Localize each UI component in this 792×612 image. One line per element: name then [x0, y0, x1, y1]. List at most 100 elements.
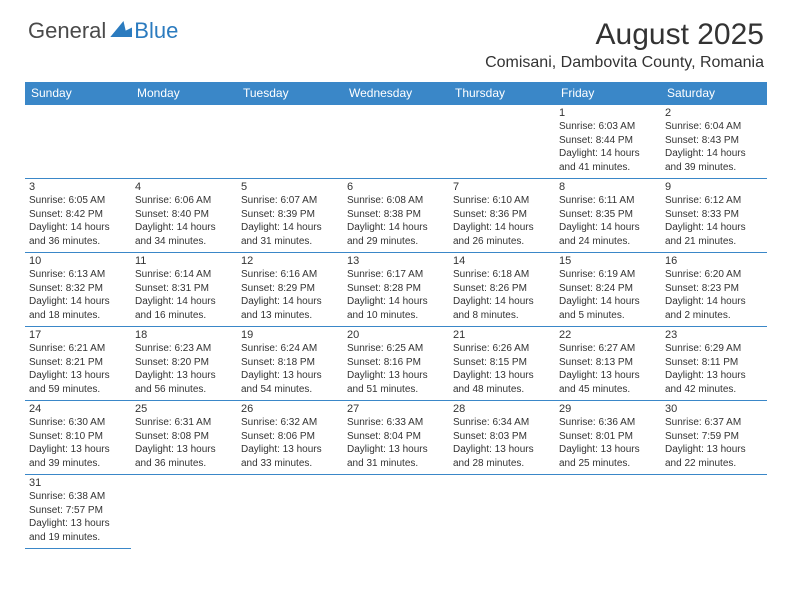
day-sunset: Sunset: 8:43 PM: [665, 134, 763, 148]
location-text: Comisani, Dambovita County, Romania: [485, 54, 764, 72]
day-sunrise: Sunrise: 6:30 AM: [29, 416, 127, 430]
day-sunset: Sunset: 8:08 PM: [135, 430, 233, 444]
brand-logo: General Blue: [28, 18, 178, 44]
calendar-day-cell: 2Sunrise: 6:04 AMSunset: 8:43 PMDaylight…: [661, 105, 767, 179]
page-header: General Blue August 2025 Comisani, Dambo…: [0, 0, 792, 76]
day-number: 7: [453, 181, 551, 193]
day-sunset: Sunset: 8:32 PM: [29, 282, 127, 296]
day-daylight: Daylight: 14 hours and 41 minutes.: [559, 147, 657, 174]
day-sunset: Sunset: 8:40 PM: [135, 208, 233, 222]
calendar-empty-cell: [343, 105, 449, 179]
day-sunset: Sunset: 8:26 PM: [453, 282, 551, 296]
flag-icon: [110, 21, 132, 37]
day-sunrise: Sunrise: 6:03 AM: [559, 120, 657, 134]
day-daylight: Daylight: 14 hours and 36 minutes.: [29, 221, 127, 248]
day-number: 25: [135, 403, 233, 415]
day-sunset: Sunset: 8:04 PM: [347, 430, 445, 444]
day-sunset: Sunset: 8:29 PM: [241, 282, 339, 296]
day-sunset: Sunset: 8:23 PM: [665, 282, 763, 296]
calendar-empty-cell: [449, 105, 555, 179]
calendar-day-cell: 28Sunrise: 6:34 AMSunset: 8:03 PMDayligh…: [449, 401, 555, 475]
day-sunrise: Sunrise: 6:12 AM: [665, 194, 763, 208]
day-number: 9: [665, 181, 763, 193]
calendar-day-cell: 4Sunrise: 6:06 AMSunset: 8:40 PMDaylight…: [131, 179, 237, 253]
calendar-empty-cell: [131, 105, 237, 179]
day-daylight: Daylight: 14 hours and 21 minutes.: [665, 221, 763, 248]
day-daylight: Daylight: 13 hours and 42 minutes.: [665, 369, 763, 396]
day-daylight: Daylight: 13 hours and 31 minutes.: [347, 443, 445, 470]
day-number: 21: [453, 329, 551, 341]
day-number: 19: [241, 329, 339, 341]
day-daylight: Daylight: 13 hours and 56 minutes.: [135, 369, 233, 396]
calendar-day-cell: 11Sunrise: 6:14 AMSunset: 8:31 PMDayligh…: [131, 253, 237, 327]
day-number: 28: [453, 403, 551, 415]
day-number: 14: [453, 255, 551, 267]
calendar-day-cell: 17Sunrise: 6:21 AMSunset: 8:21 PMDayligh…: [25, 327, 131, 401]
calendar-day-cell: 3Sunrise: 6:05 AMSunset: 8:42 PMDaylight…: [25, 179, 131, 253]
day-sunset: Sunset: 8:20 PM: [135, 356, 233, 370]
day-sunset: Sunset: 8:15 PM: [453, 356, 551, 370]
day-sunrise: Sunrise: 6:16 AM: [241, 268, 339, 282]
day-sunset: Sunset: 8:16 PM: [347, 356, 445, 370]
calendar-day-cell: 30Sunrise: 6:37 AMSunset: 7:59 PMDayligh…: [661, 401, 767, 475]
calendar-empty-cell: [343, 475, 449, 549]
day-number: 15: [559, 255, 657, 267]
calendar-day-cell: 8Sunrise: 6:11 AMSunset: 8:35 PMDaylight…: [555, 179, 661, 253]
calendar-day-cell: 6Sunrise: 6:08 AMSunset: 8:38 PMDaylight…: [343, 179, 449, 253]
day-sunset: Sunset: 8:42 PM: [29, 208, 127, 222]
calendar-day-cell: 10Sunrise: 6:13 AMSunset: 8:32 PMDayligh…: [25, 253, 131, 327]
calendar-day-cell: 7Sunrise: 6:10 AMSunset: 8:36 PMDaylight…: [449, 179, 555, 253]
day-daylight: Daylight: 14 hours and 34 minutes.: [135, 221, 233, 248]
day-sunrise: Sunrise: 6:14 AM: [135, 268, 233, 282]
day-daylight: Daylight: 13 hours and 48 minutes.: [453, 369, 551, 396]
day-number: 26: [241, 403, 339, 415]
title-block: August 2025 Comisani, Dambovita County, …: [485, 18, 764, 72]
calendar-day-cell: 16Sunrise: 6:20 AMSunset: 8:23 PMDayligh…: [661, 253, 767, 327]
day-daylight: Daylight: 14 hours and 8 minutes.: [453, 295, 551, 322]
calendar-day-cell: 21Sunrise: 6:26 AMSunset: 8:15 PMDayligh…: [449, 327, 555, 401]
day-sunset: Sunset: 8:01 PM: [559, 430, 657, 444]
calendar-day-cell: 5Sunrise: 6:07 AMSunset: 8:39 PMDaylight…: [237, 179, 343, 253]
day-daylight: Daylight: 13 hours and 39 minutes.: [29, 443, 127, 470]
day-sunset: Sunset: 8:44 PM: [559, 134, 657, 148]
day-daylight: Daylight: 14 hours and 13 minutes.: [241, 295, 339, 322]
brand-text-blue: Blue: [134, 18, 178, 44]
day-sunrise: Sunrise: 6:13 AM: [29, 268, 127, 282]
day-sunrise: Sunrise: 6:04 AM: [665, 120, 763, 134]
day-number: 3: [29, 181, 127, 193]
calendar-empty-cell: [131, 475, 237, 549]
day-sunrise: Sunrise: 6:34 AM: [453, 416, 551, 430]
day-sunset: Sunset: 8:35 PM: [559, 208, 657, 222]
day-sunrise: Sunrise: 6:29 AM: [665, 342, 763, 356]
day-number: 24: [29, 403, 127, 415]
day-sunset: Sunset: 8:03 PM: [453, 430, 551, 444]
day-sunrise: Sunrise: 6:05 AM: [29, 194, 127, 208]
calendar-day-cell: 22Sunrise: 6:27 AMSunset: 8:13 PMDayligh…: [555, 327, 661, 401]
day-daylight: Daylight: 14 hours and 16 minutes.: [135, 295, 233, 322]
brand-text-general: General: [28, 18, 106, 44]
calendar-week-row: 17Sunrise: 6:21 AMSunset: 8:21 PMDayligh…: [25, 327, 767, 401]
day-sunset: Sunset: 8:31 PM: [135, 282, 233, 296]
calendar-day-cell: 20Sunrise: 6:25 AMSunset: 8:16 PMDayligh…: [343, 327, 449, 401]
day-sunset: Sunset: 8:33 PM: [665, 208, 763, 222]
day-sunset: Sunset: 8:18 PM: [241, 356, 339, 370]
day-number: 17: [29, 329, 127, 341]
day-sunrise: Sunrise: 6:23 AM: [135, 342, 233, 356]
calendar-week-row: 24Sunrise: 6:30 AMSunset: 8:10 PMDayligh…: [25, 401, 767, 475]
day-sunrise: Sunrise: 6:21 AM: [29, 342, 127, 356]
calendar-day-cell: 9Sunrise: 6:12 AMSunset: 8:33 PMDaylight…: [661, 179, 767, 253]
calendar-day-cell: 27Sunrise: 6:33 AMSunset: 8:04 PMDayligh…: [343, 401, 449, 475]
day-header: Friday: [555, 82, 661, 105]
day-number: 31: [29, 477, 127, 489]
day-sunrise: Sunrise: 6:07 AM: [241, 194, 339, 208]
day-sunrise: Sunrise: 6:06 AM: [135, 194, 233, 208]
day-daylight: Daylight: 13 hours and 28 minutes.: [453, 443, 551, 470]
day-header: Sunday: [25, 82, 131, 105]
day-daylight: Daylight: 13 hours and 45 minutes.: [559, 369, 657, 396]
calendar-week-row: 1Sunrise: 6:03 AMSunset: 8:44 PMDaylight…: [25, 105, 767, 179]
calendar-day-cell: 24Sunrise: 6:30 AMSunset: 8:10 PMDayligh…: [25, 401, 131, 475]
day-daylight: Daylight: 14 hours and 29 minutes.: [347, 221, 445, 248]
calendar-week-row: 31Sunrise: 6:38 AMSunset: 7:57 PMDayligh…: [25, 475, 767, 549]
day-sunrise: Sunrise: 6:38 AM: [29, 490, 127, 504]
calendar-day-cell: 25Sunrise: 6:31 AMSunset: 8:08 PMDayligh…: [131, 401, 237, 475]
